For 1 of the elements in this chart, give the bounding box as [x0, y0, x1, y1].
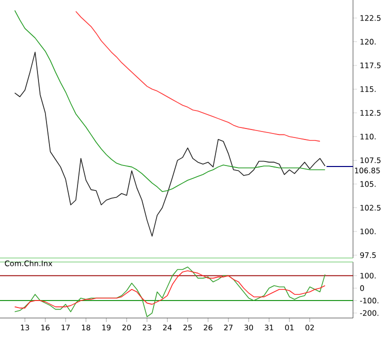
line-series	[14, 52, 326, 237]
